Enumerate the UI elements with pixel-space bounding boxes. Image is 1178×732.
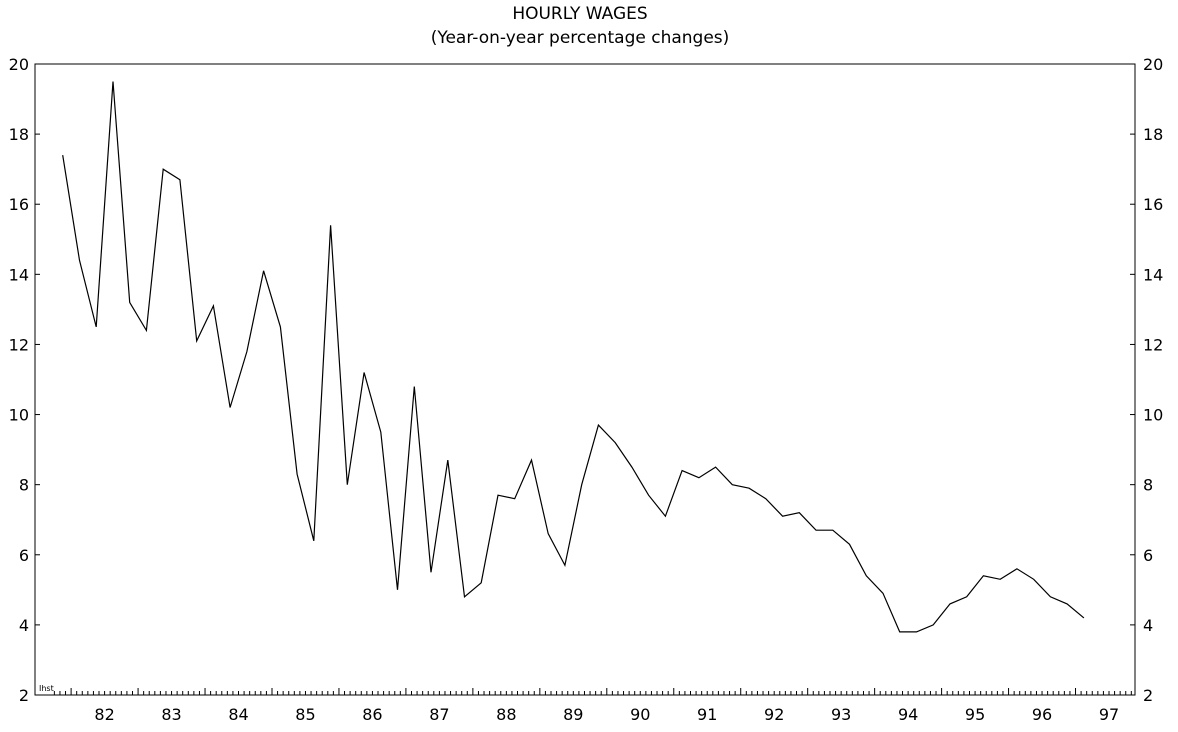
y-tick-label-right: 6	[1143, 546, 1153, 565]
y-tick-label-right: 20	[1143, 55, 1163, 74]
y-tick-label-left: 10	[9, 406, 29, 425]
x-tick-label: 97	[1099, 705, 1119, 724]
y-axis-left: 2 4 6 8 10 12 14 16 18 20	[9, 55, 40, 705]
y-tick-label-right: 2	[1143, 686, 1153, 705]
x-tick-label: 94	[898, 705, 918, 724]
x-tick-label: 89	[563, 705, 583, 724]
y-tick-label-right: 14	[1143, 265, 1163, 284]
y-tick-label-right: 4	[1143, 616, 1153, 635]
y-tick-label-right: 12	[1143, 335, 1163, 354]
x-tick-label: 82	[94, 705, 114, 724]
x-tick-label: 95	[965, 705, 985, 724]
y-tick-label-left: 20	[9, 55, 29, 74]
chart-title: HOURLY WAGES	[512, 4, 647, 24]
y-tick-label-left: 8	[19, 476, 29, 495]
x-tick-label: 84	[228, 705, 248, 724]
y-tick-label-right: 8	[1143, 476, 1153, 495]
y-tick-label-left: 16	[9, 195, 29, 214]
x-tick-label: 86	[362, 705, 382, 724]
x-tick-label: 87	[429, 705, 449, 724]
x-tick-label: 83	[161, 705, 181, 724]
y-tick-label-right: 10	[1143, 406, 1163, 425]
x-axis-labels: 82 83 84 85 86 87 88 89 90 91 92 93 94 95 96 97	[94, 705, 1119, 724]
y-tick-label-left: 14	[9, 265, 29, 284]
series-layer	[62, 81, 1085, 633]
y-tick-label-right: 18	[1143, 125, 1163, 144]
series-line	[62, 81, 1085, 633]
x-tick-label: 85	[295, 705, 315, 724]
x-tick-label: 91	[697, 705, 717, 724]
x-tick-label: 93	[831, 705, 851, 724]
chart-subtitle: (Year-on-year percentage changes)	[431, 28, 730, 48]
plot-frame	[34, 63, 1136, 696]
y-tick-label-left: 12	[9, 335, 29, 354]
source-note: Ihst	[39, 684, 54, 693]
y-tick-label-left: 18	[9, 125, 29, 144]
y-axis-right: 2 4 6 8 10 12 14 16 18 20	[1130, 55, 1163, 705]
y-tick-label-left: 6	[19, 546, 29, 565]
x-tick-label: 96	[1032, 705, 1052, 724]
y-tick-label-left: 2	[19, 686, 29, 705]
y-tick-label-right: 16	[1143, 195, 1163, 214]
x-tick-label: 92	[764, 705, 784, 724]
x-tick-label: 88	[496, 705, 516, 724]
y-tick-label-left: 4	[19, 616, 29, 635]
x-axis-minor-ticks	[53, 688, 1132, 695]
x-tick-label: 90	[630, 705, 650, 724]
